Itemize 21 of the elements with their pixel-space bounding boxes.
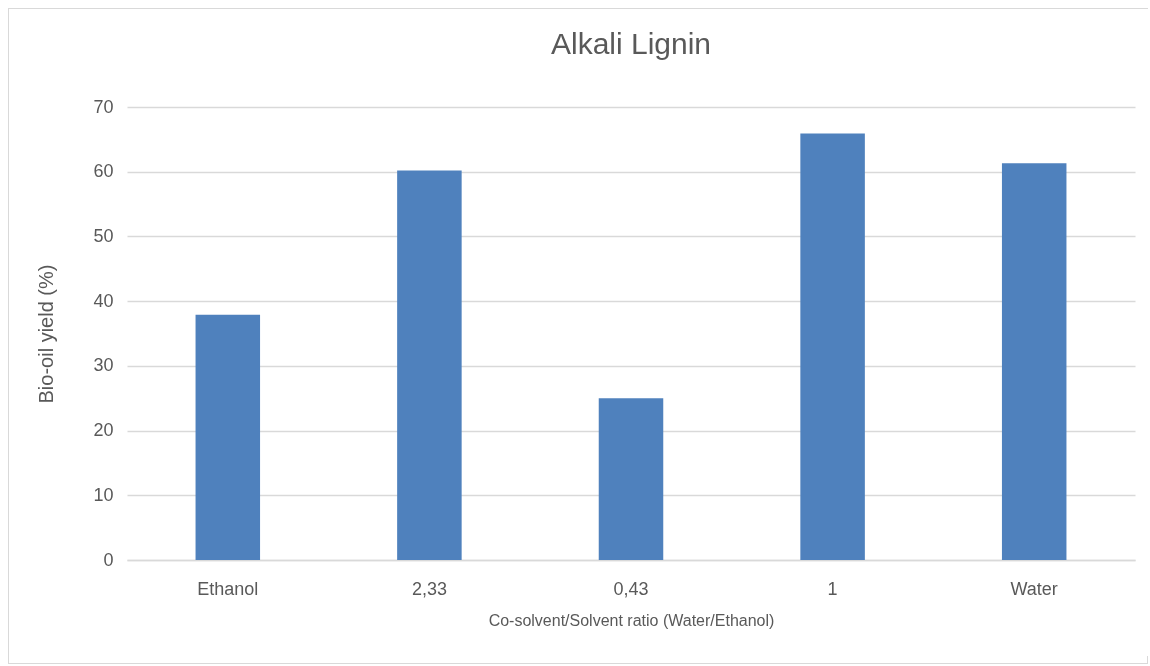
bar [598,398,664,560]
x-tick-label: Ethanol [197,578,259,599]
y-tick-label: 30 [93,355,114,376]
y-tick-label: 20 [93,420,114,441]
y-tick-label: 50 [93,225,114,246]
bar [195,314,261,560]
bar [800,133,865,560]
x-axis-title: Co-solvent/Solvent ratio (Water/Ethanol) [488,611,775,629]
x-tick-label: Water [1010,578,1058,599]
x-tick-label: 0,43 [613,578,649,599]
x-tick-label: 2,33 [411,578,447,599]
y-tick-label: 40 [93,290,114,311]
bar [1001,163,1067,560]
bar [397,170,462,560]
y-tick-label: 10 [93,484,114,505]
y-tick-label: 70 [93,96,114,117]
x-tick-label: 1 [827,578,838,599]
y-tick-label: 0 [103,549,114,570]
chart-title: Alkali Lignin [550,27,712,60]
y-axis-title: Bio-oil yield (%) [35,264,58,404]
y-tick-label: 60 [93,161,114,182]
